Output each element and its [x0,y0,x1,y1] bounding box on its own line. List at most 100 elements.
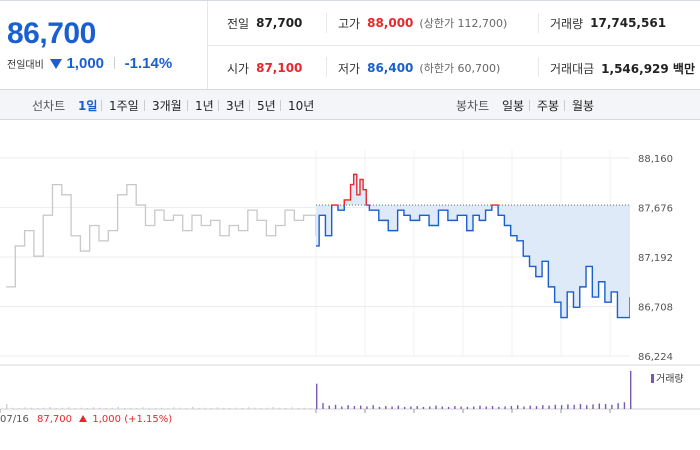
y-tick-label: 87,192 [638,253,673,264]
open-cell: 시가 87,100 [227,46,302,90]
period-1y-tab[interactable]: 1년 [195,99,214,113]
volume-bar [192,406,194,409]
volume-bar [86,408,88,409]
volume-bar [617,403,619,409]
volume-bar [460,406,462,409]
period-3y-tab[interactable]: 3년 [226,99,245,113]
volume-bar [554,404,557,409]
volume-bar [291,407,293,409]
volume-legend: 거래량 [656,373,684,385]
volume-bar [229,408,231,409]
volume-bar [210,408,212,409]
volume-bar [366,406,368,409]
period-1w-tab[interactable]: 1주일 [109,99,139,113]
upper-limit: (상한가 112,700) [419,17,508,30]
volume-bar [579,403,582,409]
price-summary: 86,700 전일대비 1,000 -1.14% 전일 87,700 고가 88… [0,0,700,90]
intraday-price-chart: 88,160 87,676 87,192 86,708 86,224 07/1710:0… [0,150,700,413]
today-area-fill [316,174,630,318]
volume-bar [198,408,200,409]
candle-weekly-tab[interactable]: 주봉 [537,99,560,113]
volume-bar [567,404,569,409]
volume-bar [24,407,26,409]
volume-bar [185,408,188,409]
toolbar-divider [249,100,250,111]
volume-bar [179,407,181,409]
toolbar-divider [564,100,565,111]
prev-day-note: 07/16 87,700 1,000 (+1.15%) [0,414,172,425]
stats-divider [326,57,327,77]
low-value: 86,400 [367,61,414,75]
toolbar-divider [187,100,188,111]
prev-day-date: 07/16 [0,414,29,425]
trade-amount-cell: 거래대금 1,546,929 백만 [550,46,695,90]
volume-bar [266,407,268,409]
toolbar-divider [144,100,145,111]
volume-bar [278,407,281,409]
volume-bar [61,407,64,409]
prev-close-value: 87,700 [256,16,303,30]
candle-chart-label: 봉차트 [456,99,490,113]
volume-bar [410,406,412,409]
toolbar-divider [101,100,102,111]
high-cell: 고가 88,000 (상한가 112,700) [338,1,507,45]
volume-bar [535,406,538,409]
change-divider [113,57,115,69]
volume-bar [454,406,456,409]
volume-bar [611,404,613,409]
volume-bar [216,407,219,409]
y-tick-label: 87,676 [638,204,673,215]
volume-bar [403,406,406,409]
volume-value: 17,745,561 [590,16,667,30]
volume-bar [491,406,494,409]
volume-bar [560,405,563,409]
volume-bar [154,408,157,409]
volume-bar [353,406,356,409]
volume-bar [397,405,400,409]
period-1d-tab[interactable]: 1일 [78,99,98,113]
volume-bar [173,407,175,409]
today-series-down [316,205,630,319]
line-chart-label: 선차트 [32,99,66,113]
volume-bar [416,406,418,409]
volume-bar [12,407,14,409]
volume-bar [592,404,594,409]
volume-bar [542,405,544,409]
low-cell: 저가 86,400 (하한가 60,700) [338,46,500,90]
change-label: 전일대비 [7,60,44,71]
change-percent: -1.14% [124,55,173,72]
volume-bar [447,406,450,409]
volume-bar [573,404,575,409]
volume-bar [18,408,20,409]
period-10y-tab[interactable]: 10년 [288,99,315,113]
volume-bar [92,407,95,409]
candle-daily-tab[interactable]: 일봉 [502,99,525,113]
period-3m-tab[interactable]: 3개월 [152,99,182,113]
volume-bar [466,406,469,409]
volume-bar [161,407,163,409]
open-value: 87,100 [256,61,303,75]
volume-bar [385,406,387,409]
y-tick-label: 86,708 [638,303,673,314]
change-value: 1,000 [66,55,105,72]
today-price-line [316,173,630,319]
volume-bar [49,406,51,409]
prev-close-cell: 전일 87,700 [227,1,302,45]
y-tick-label: 86,224 [638,352,673,363]
volume-bar [297,408,299,409]
volume-bar [435,405,437,409]
volume-bar [37,408,39,409]
volume-bar [391,406,393,409]
prev-day-price: 87,700 [37,414,73,425]
volume-bar [136,408,138,409]
stats-divider [538,57,539,77]
volume-bar [6,403,8,409]
volume-bar [117,406,119,409]
period-5y-tab[interactable]: 5년 [257,99,276,113]
candle-monthly-tab[interactable]: 월봉 [572,99,595,113]
volume-bar [504,406,506,409]
today-series-up [331,173,499,206]
low-label: 저가 [338,61,361,76]
volume-bar [586,405,588,409]
